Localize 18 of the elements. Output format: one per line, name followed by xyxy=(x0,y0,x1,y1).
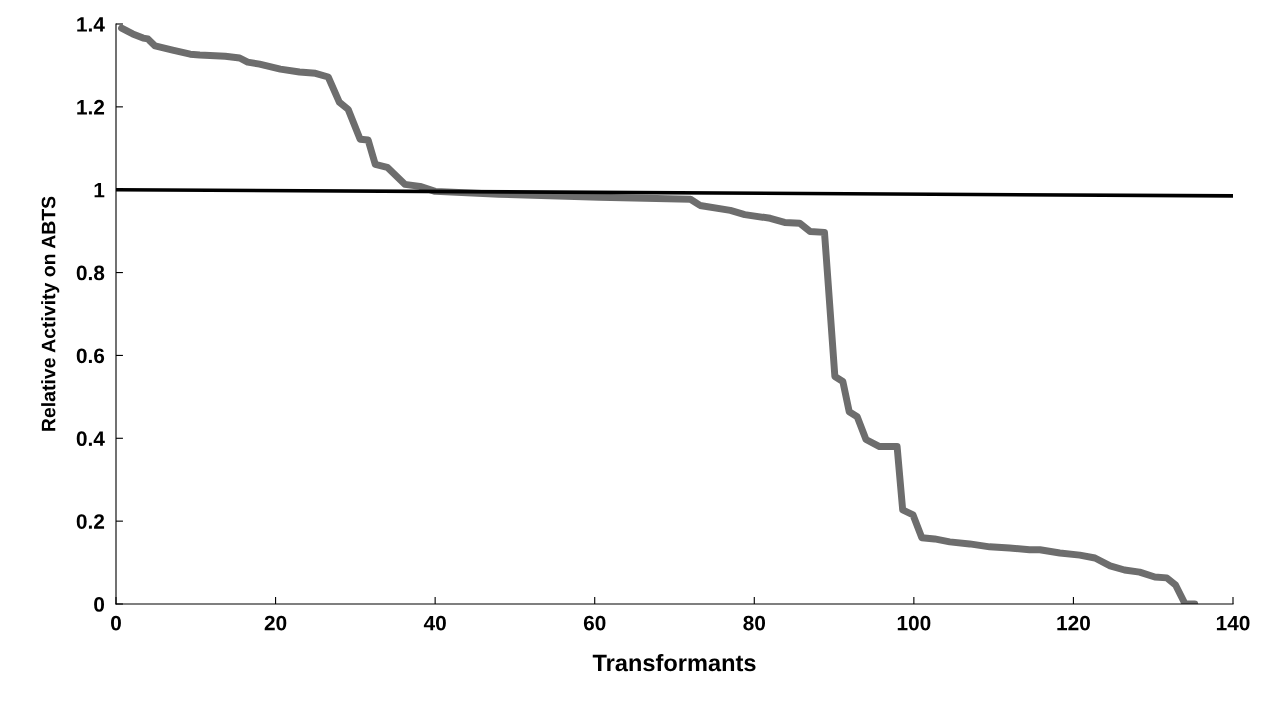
x-tick-label: 120 xyxy=(1057,615,1090,631)
y-tick-label: 0.6 xyxy=(76,348,105,364)
y-tick-label: 0.2 xyxy=(76,514,105,529)
x-tick-label: 0 xyxy=(111,615,121,631)
y-tick-label: 1 xyxy=(94,182,105,198)
y-tick-label: 1.4 xyxy=(77,17,105,32)
x-axis-title: Transformants xyxy=(592,653,756,672)
y-tick-label: 0.4 xyxy=(76,431,105,447)
x-tick-label: 20 xyxy=(264,615,287,631)
x-tick-label: 40 xyxy=(423,615,446,631)
x-tick-label: 60 xyxy=(583,615,606,631)
x-tick-label: 100 xyxy=(897,615,931,631)
y-tick-label: 1.2 xyxy=(77,99,105,115)
y-axis-title: Relative Activity on ABTS xyxy=(41,196,60,431)
y-tick-label: 0 xyxy=(94,597,105,612)
y-tick-label: 0.8 xyxy=(76,265,105,281)
x-tick-label: 140 xyxy=(1216,615,1250,631)
x-tick-label: 80 xyxy=(743,615,766,631)
